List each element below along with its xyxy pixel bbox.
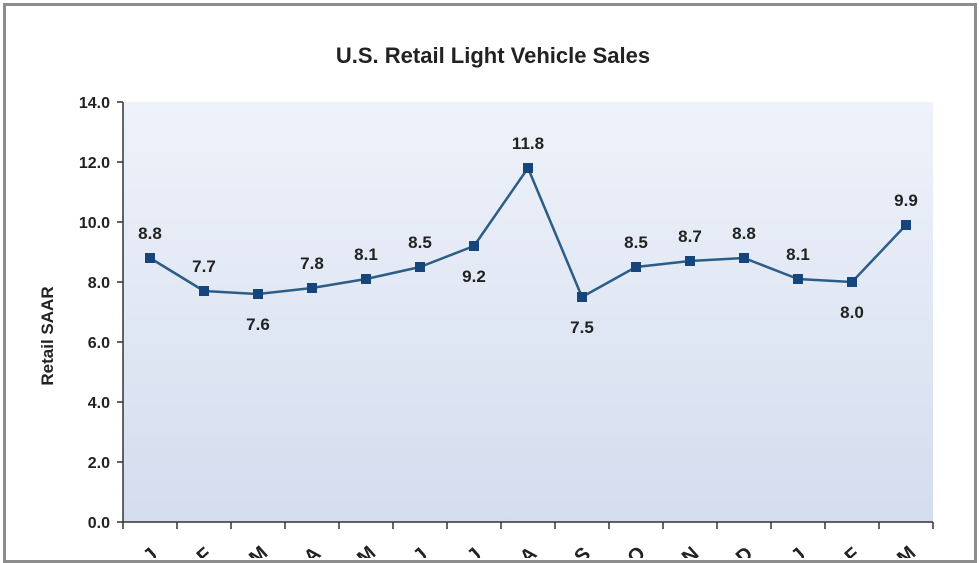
data-label: 8.7 (678, 227, 702, 246)
x-tick-label: J (139, 544, 162, 558)
data-label: 7.5 (570, 318, 594, 337)
data-point-marker (685, 256, 695, 266)
data-point-marker (415, 262, 425, 272)
y-axis-label: Retail SAAR (38, 286, 57, 385)
data-label: 7.7 (192, 257, 216, 276)
data-label: 8.8 (138, 224, 162, 243)
y-tick-label: 2.0 (88, 455, 110, 472)
x-tick-label: A (516, 543, 541, 558)
x-tick-label: F (841, 543, 865, 558)
y-tick-label: 10.0 (79, 215, 110, 232)
data-label: 9.9 (894, 191, 918, 210)
data-label: 8.0 (840, 303, 864, 322)
data-label: 7.8 (300, 254, 324, 273)
data-point-marker (253, 289, 263, 299)
y-tick-label: 8.0 (88, 275, 110, 292)
data-point-marker (307, 283, 317, 293)
data-point-marker (901, 220, 911, 230)
y-tick-label: 6.0 (88, 335, 110, 352)
x-tick-label: F (193, 543, 217, 558)
x-tick-label: N (678, 543, 703, 558)
data-point-marker (847, 277, 857, 287)
data-label: 9.2 (462, 267, 486, 286)
line-chart: U.S. Retail Light Vehicle Sales Retail S… (38, 43, 934, 558)
x-tick-label: J (787, 544, 810, 558)
data-point-marker (739, 253, 749, 263)
chart-title: U.S. Retail Light Vehicle Sales (336, 43, 650, 68)
data-label: 8.1 (786, 245, 810, 264)
y-tick-label: 12.0 (79, 155, 110, 172)
x-tick-label: J (463, 544, 486, 558)
x-tick-label: A (300, 543, 325, 558)
data-point-marker (199, 286, 209, 296)
data-point-marker (631, 262, 641, 272)
x-tick-label: J (409, 544, 432, 558)
data-point-marker (361, 274, 371, 284)
data-label: 11.8 (512, 134, 544, 153)
y-tick-label: 14.0 (79, 95, 110, 112)
data-point-marker (523, 163, 533, 173)
data-point-marker (577, 292, 587, 302)
data-label: 8.1 (354, 245, 378, 264)
x-tick-label: M (245, 542, 272, 558)
y-tick-label: 4.0 (88, 395, 110, 412)
x-tick-label: M (353, 542, 380, 558)
x-tick-label: M (893, 542, 920, 558)
y-tick-label: 0.0 (88, 515, 110, 532)
chart-frame: U.S. Retail Light Vehicle Sales Retail S… (3, 3, 977, 563)
data-point-marker (793, 274, 803, 284)
x-tick-label: S (570, 543, 595, 558)
data-label: 8.5 (624, 233, 648, 252)
data-label: 8.5 (408, 233, 432, 252)
x-tick-label: D (732, 543, 757, 558)
data-label: 7.6 (246, 315, 270, 334)
data-point-marker (469, 241, 479, 251)
data-point-marker (145, 253, 155, 263)
data-label: 8.8 (732, 224, 756, 243)
x-tick-label: O (624, 542, 650, 558)
